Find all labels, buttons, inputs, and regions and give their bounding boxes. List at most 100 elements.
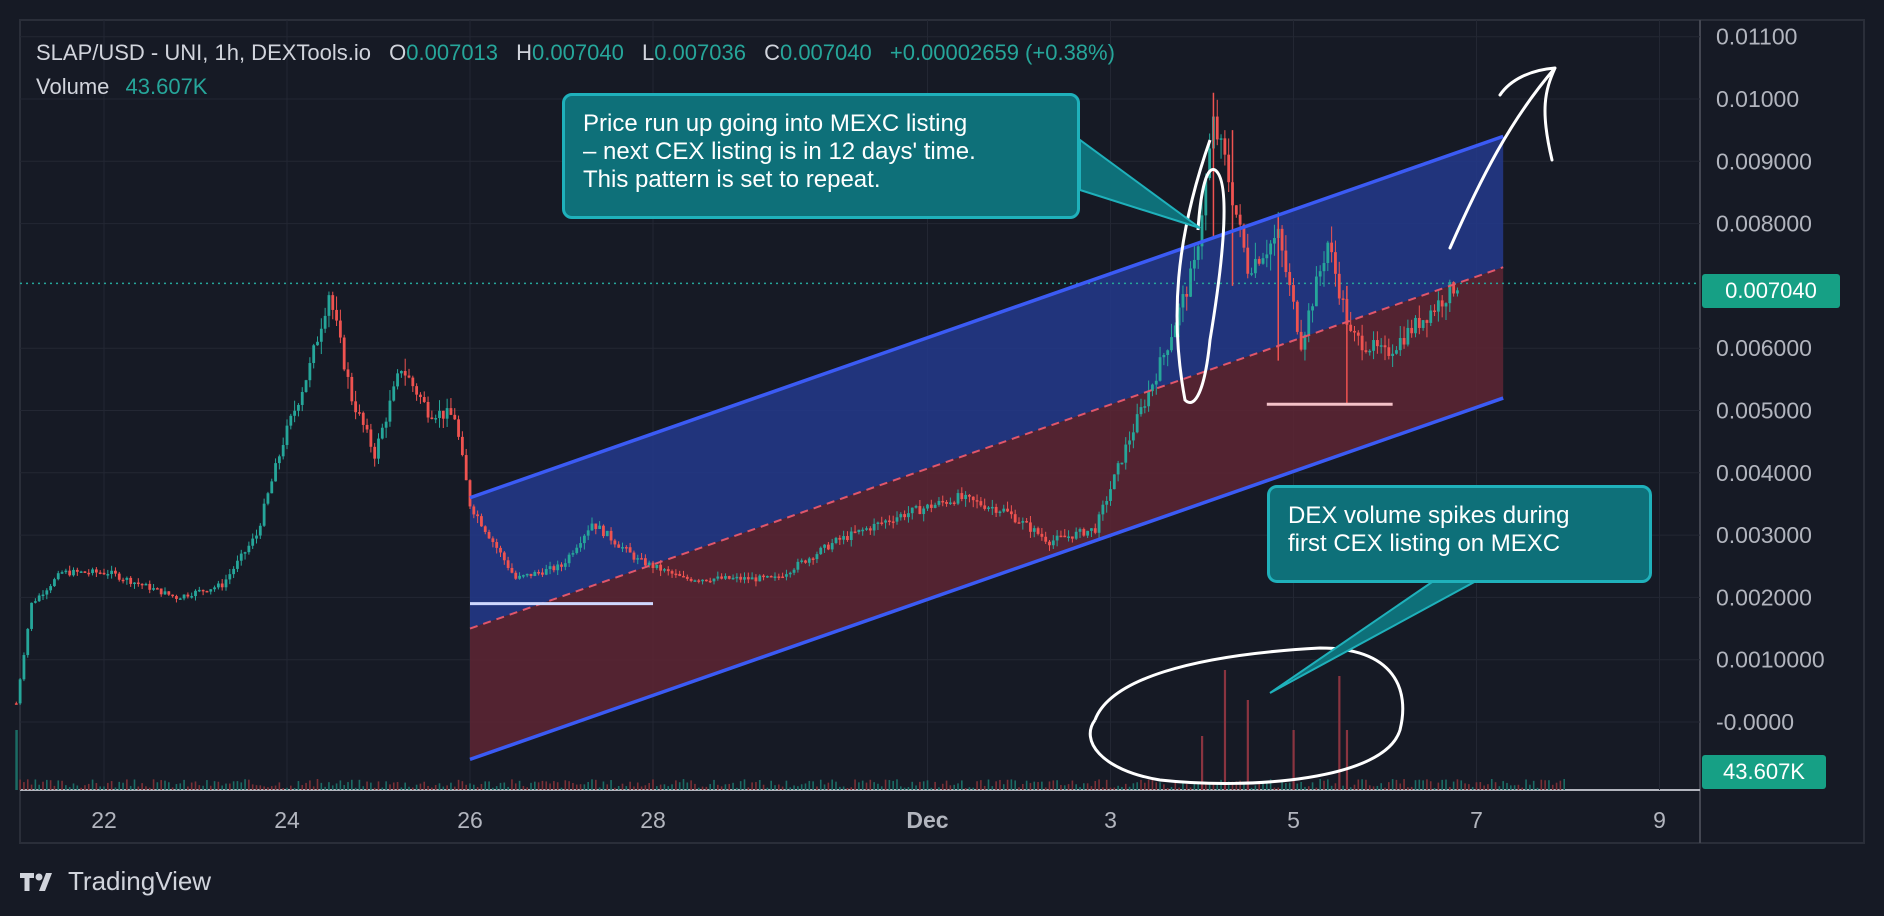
volume-bar-spike	[1201, 736, 1204, 790]
candle-body	[1204, 178, 1208, 216]
candle-body	[129, 577, 133, 584]
tradingview-brand[interactable]: TradingView	[20, 866, 211, 897]
volume-bar	[1399, 783, 1402, 790]
volume-bar	[575, 784, 578, 790]
volume-bar	[789, 787, 792, 790]
channel-lower-fill	[470, 267, 1504, 760]
candle-body	[781, 576, 785, 579]
volume-bar	[774, 785, 776, 790]
x-tick-label: 5	[1287, 807, 1300, 833]
candle-body	[1051, 540, 1055, 546]
candle-body	[87, 572, 91, 575]
candle-body	[243, 552, 247, 554]
volume-bar	[793, 785, 795, 790]
candle-body	[308, 363, 312, 381]
candle-body	[190, 596, 194, 598]
volume-bar	[1468, 784, 1470, 790]
volume-bar	[461, 781, 464, 790]
volume-bar	[823, 784, 826, 790]
candle-body	[968, 494, 971, 497]
candle-body	[765, 576, 769, 578]
volume-bar	[758, 780, 761, 790]
volume-bar	[736, 787, 738, 790]
volume-bar	[1319, 779, 1321, 790]
volume-bar	[1227, 781, 1230, 790]
volume-bar	[602, 781, 605, 790]
candle-body	[807, 558, 811, 563]
candle-body	[312, 345, 316, 364]
volume-bar	[419, 783, 422, 790]
volume-bar	[427, 785, 429, 790]
volume-bar	[800, 784, 803, 790]
volume-bar	[1048, 781, 1051, 790]
candle-body	[884, 520, 887, 523]
candle-body	[75, 569, 79, 572]
close-label: C	[764, 40, 780, 65]
candle-body	[300, 391, 304, 405]
hand-drawn-oval-bottom	[1088, 646, 1405, 785]
candle-body	[910, 507, 914, 514]
volume-bar	[389, 784, 391, 790]
low-label: L	[641, 40, 655, 65]
volume-bar	[1498, 786, 1501, 790]
volume-bar	[316, 779, 319, 790]
volume-bar	[1212, 784, 1215, 790]
candle-body	[155, 588, 159, 590]
candle-body	[990, 506, 994, 509]
volume-bar	[1029, 782, 1032, 790]
volume-bar	[171, 787, 174, 790]
candle-body	[682, 575, 685, 578]
volume-bar	[911, 781, 914, 790]
volume-bar	[1506, 782, 1508, 790]
y-tick-label: 0.01100	[1716, 24, 1797, 50]
candle-body	[1414, 317, 1417, 334]
candle-body	[175, 596, 178, 599]
volume-bar	[1460, 780, 1463, 790]
volume-bar	[38, 784, 40, 790]
candle-body	[651, 562, 655, 569]
volume-bar	[1083, 783, 1085, 790]
volume-bar	[1361, 779, 1363, 790]
candle-body	[1436, 300, 1440, 312]
volume-bar	[1559, 780, 1562, 790]
candle-body	[270, 481, 274, 494]
volume-bar	[331, 785, 334, 790]
candle-body	[1425, 320, 1429, 323]
volume-bar	[705, 786, 708, 790]
volume-bar	[1494, 782, 1497, 790]
candle-body	[37, 595, 41, 602]
candle-body	[708, 580, 712, 583]
volume-bar	[1536, 787, 1539, 790]
candle-body	[415, 386, 419, 395]
candle-body	[1406, 327, 1410, 345]
volume-bar	[732, 782, 734, 790]
candle-body	[1330, 242, 1334, 253]
candle-body	[239, 553, 243, 561]
symbol-label[interactable]: SLAP/USD - UNI, 1h, DEXTools.io	[36, 40, 372, 65]
candle-body	[983, 505, 987, 509]
volume-bar	[282, 787, 284, 790]
candle-body	[605, 530, 609, 537]
candle-body	[663, 569, 666, 571]
volume-bar	[1376, 785, 1379, 790]
candle-body	[274, 463, 277, 482]
candle-body	[514, 572, 518, 579]
candle-body	[621, 547, 624, 549]
volume-bar	[152, 779, 155, 790]
volume-bar-spike	[1246, 700, 1249, 790]
change-value: +0.00002659 (+0.38%)	[889, 40, 1115, 65]
volume-bar	[1147, 779, 1150, 790]
volume-bar	[728, 783, 731, 790]
high-label: H	[516, 40, 533, 65]
candle-body	[346, 369, 350, 377]
volume-bar	[1315, 787, 1318, 790]
candle-body	[293, 410, 297, 416]
candle-body	[64, 570, 68, 573]
candle-body	[388, 400, 392, 422]
volume-bar	[1250, 787, 1253, 790]
volume-bar-spike	[1338, 676, 1341, 790]
candle-body	[148, 583, 152, 590]
candle-body	[1162, 355, 1166, 358]
candle-body	[1334, 252, 1337, 274]
volume-bar	[362, 786, 365, 790]
